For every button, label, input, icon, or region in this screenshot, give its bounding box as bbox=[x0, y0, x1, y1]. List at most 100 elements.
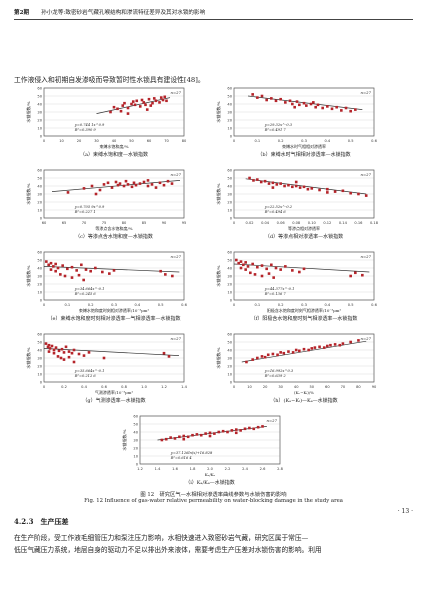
data-point bbox=[276, 353, 279, 357]
data-point bbox=[284, 101, 287, 104]
panel-i: 1.2 1.4 1.6 1.8 2.0 2.2 2.4 2.6 2.8 0 10 20 30 40 50 60… bbox=[121, 414, 284, 477]
data-point bbox=[82, 187, 86, 190]
y-tick-label: 30 bbox=[37, 192, 42, 196]
data-point bbox=[102, 183, 106, 186]
x-tick-label: 0.4 bbox=[134, 303, 140, 307]
data-point bbox=[191, 433, 194, 437]
data-point bbox=[291, 102, 294, 106]
data-point bbox=[265, 267, 268, 271]
data-point bbox=[279, 97, 282, 101]
data-point bbox=[66, 191, 70, 194]
data-point bbox=[48, 347, 52, 350]
data-point bbox=[244, 268, 247, 271]
x-tick-label: 60 bbox=[147, 139, 152, 143]
data-point bbox=[294, 180, 298, 184]
y-tick-label: 40 bbox=[227, 348, 232, 352]
data-point bbox=[47, 343, 51, 347]
trend-line bbox=[245, 178, 367, 195]
data-point bbox=[354, 271, 357, 275]
x-tick-label: 0.2 bbox=[278, 303, 284, 307]
x-tick-label: 60 bbox=[325, 385, 330, 389]
x-tick-label: 0 bbox=[233, 221, 236, 225]
y-tick-label: 60 bbox=[227, 332, 232, 336]
data-point bbox=[67, 355, 71, 359]
y-tick-label: 10 bbox=[37, 372, 42, 376]
data-point bbox=[239, 429, 242, 432]
data-point bbox=[80, 263, 83, 267]
y-tick-label: 0 bbox=[230, 216, 233, 220]
data-point bbox=[263, 355, 267, 359]
data-point bbox=[112, 269, 116, 272]
y-axis-label: 水锁指数/% bbox=[25, 347, 31, 368]
data-point bbox=[47, 263, 50, 267]
data-point bbox=[288, 99, 292, 103]
y-tick-label: 30 bbox=[227, 356, 232, 360]
panel-h: 0 10 20 30 40 50 60 70 80 90 0 10 20 30 40 50 60 (Kₑ−Kᵢ)/… bbox=[215, 332, 377, 395]
data-point bbox=[67, 350, 71, 353]
data-point bbox=[298, 103, 301, 107]
data-point bbox=[251, 358, 254, 361]
y-tick-label: 50 bbox=[37, 94, 42, 98]
plot-frame bbox=[139, 415, 281, 465]
panel-caption-e: （e）束缚水饱和度时刻相对渗透率—气相渗透率—水锁指数 bbox=[47, 316, 181, 322]
plot-h: 0 10 20 30 40 50 60 70 80 90 0 10 20 30 40 50 60 (Kₑ−Kᵢ)/… bbox=[215, 332, 377, 395]
y-tick-label: 40 bbox=[37, 102, 42, 106]
data-point bbox=[158, 101, 161, 104]
x-tick-label: 1.2 bbox=[161, 385, 167, 389]
data-point bbox=[54, 269, 57, 273]
data-point bbox=[256, 425, 260, 429]
x-tick-label: 0.06 bbox=[277, 221, 286, 225]
x-tick-label: 0.3 bbox=[301, 139, 307, 143]
r2-label: R²=0.212 6 bbox=[74, 374, 97, 378]
data-point bbox=[271, 186, 275, 189]
data-point bbox=[122, 184, 126, 188]
equation-label: y=44.377x^-0.1 bbox=[264, 287, 295, 291]
data-point bbox=[335, 105, 338, 109]
y-tick-label: 20 bbox=[133, 446, 138, 450]
data-point bbox=[178, 435, 181, 439]
data-point bbox=[204, 432, 207, 435]
y-axis-label: 水锁指数/% bbox=[215, 101, 221, 122]
data-point bbox=[326, 105, 329, 108]
y-tick-label: 50 bbox=[227, 94, 232, 98]
x-tick-label: 0 bbox=[43, 303, 46, 307]
x-tick-label: 30 bbox=[94, 139, 99, 143]
x-tick-label: 0.5 bbox=[348, 303, 354, 307]
r2-label: R²=0.491 7 bbox=[264, 128, 287, 132]
data-point bbox=[70, 276, 74, 279]
data-point bbox=[251, 262, 254, 266]
data-point bbox=[275, 183, 279, 186]
data-point bbox=[226, 430, 229, 434]
data-point bbox=[294, 184, 298, 188]
section-heading: 4.2.3 生产压差 bbox=[14, 517, 69, 526]
data-point bbox=[121, 104, 125, 107]
data-point bbox=[199, 433, 203, 437]
x-tick-label: 0.18 bbox=[370, 221, 379, 225]
data-point bbox=[263, 179, 267, 183]
data-point bbox=[314, 105, 317, 109]
data-point bbox=[82, 354, 86, 357]
data-point bbox=[234, 428, 238, 431]
data-point bbox=[361, 273, 364, 277]
panel-caption-b: （b）束缚水时气相相对渗透率—水锁指数 bbox=[257, 152, 351, 158]
data-point bbox=[313, 346, 317, 349]
data-point bbox=[54, 262, 57, 266]
y-tick-label: 30 bbox=[133, 438, 138, 442]
data-point bbox=[260, 94, 264, 98]
data-point bbox=[253, 273, 257, 276]
data-point bbox=[341, 342, 345, 345]
data-point bbox=[306, 187, 310, 191]
data-point bbox=[77, 273, 81, 277]
data-point bbox=[333, 190, 337, 193]
y-tick-label: 20 bbox=[227, 118, 232, 122]
y-tick-label: 40 bbox=[37, 348, 42, 352]
data-point bbox=[165, 99, 168, 103]
data-point bbox=[150, 183, 154, 186]
x-tick-label: 20 bbox=[263, 385, 268, 389]
x-tick-label: 0.2 bbox=[88, 303, 94, 307]
equation-label: y=16.992x^0.3 bbox=[264, 369, 294, 373]
data-point bbox=[126, 106, 130, 110]
data-point bbox=[246, 265, 250, 268]
data-point bbox=[267, 272, 271, 275]
data-point bbox=[102, 356, 106, 360]
